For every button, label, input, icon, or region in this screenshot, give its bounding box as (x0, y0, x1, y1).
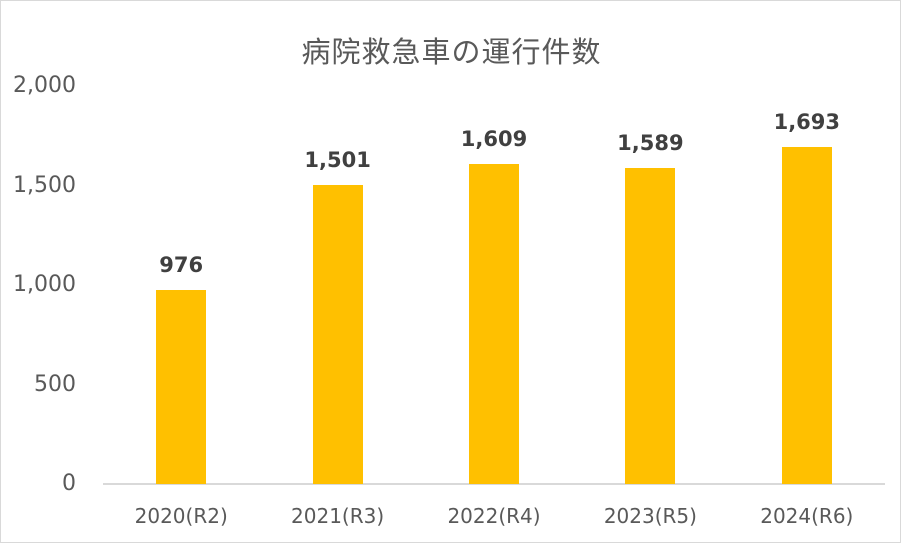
data-label: 1,589 (617, 130, 684, 155)
chart-title: 病院救急車の運行件数 (301, 35, 602, 69)
bar (469, 163, 519, 484)
x-tick-label: 2024(R6) (760, 504, 854, 528)
x-tick-label: 2023(R5) (603, 504, 697, 528)
x-tick-label: 2022(R4) (447, 504, 541, 528)
y-tick-label: 1,500 (13, 172, 76, 198)
y-tick-label: 500 (34, 371, 76, 397)
x-tick-label: 2020(R2) (134, 504, 228, 528)
data-label: 1,693 (773, 110, 841, 135)
x-axis-line (103, 483, 885, 485)
bar (156, 289, 207, 484)
bar (312, 185, 363, 484)
bar (625, 167, 676, 484)
y-tick-label: 0 (62, 471, 76, 496)
y-tick-label: 1,000 (13, 272, 76, 297)
bar (781, 147, 832, 484)
data-label: 976 (159, 252, 204, 277)
data-label: 1,501 (304, 148, 371, 173)
y-tick-label: 2,000 (13, 73, 76, 98)
x-tick-label: 2021(R3) (291, 504, 385, 528)
data-label: 1,609 (460, 126, 528, 151)
